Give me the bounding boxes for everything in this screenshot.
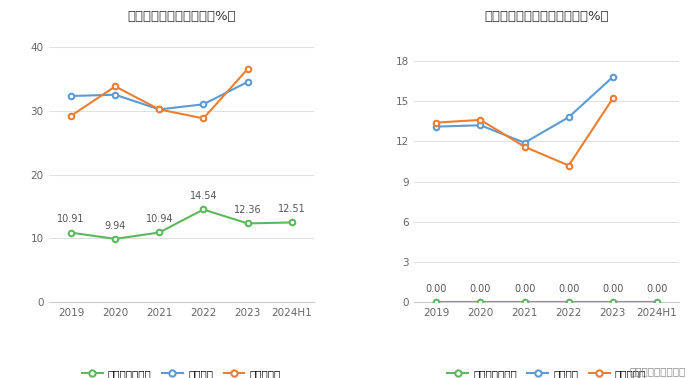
Text: 0.00: 0.00: [470, 284, 491, 294]
Title: 近年来有息资产负债率情况（%）: 近年来有息资产负债率情况（%）: [484, 10, 609, 23]
Text: 0.00: 0.00: [646, 284, 668, 294]
Text: 12.51: 12.51: [278, 204, 305, 214]
Text: 0.00: 0.00: [558, 284, 580, 294]
Text: 10.94: 10.94: [146, 214, 173, 224]
Text: 0.00: 0.00: [514, 284, 536, 294]
Text: 0.00: 0.00: [602, 284, 624, 294]
Text: 12.36: 12.36: [234, 205, 261, 215]
Title: 近年来资产负债率情况（%）: 近年来资产负债率情况（%）: [127, 10, 236, 23]
Legend: 公司资产负债率, 行业均值, 行业中位数: 公司资产负债率, 行业均值, 行业中位数: [78, 365, 285, 378]
Text: 0.00: 0.00: [426, 284, 447, 294]
Text: 9.94: 9.94: [104, 220, 126, 231]
Text: 数据来源：恒生聚源: 数据来源：恒生聚源: [630, 366, 686, 376]
Text: 14.54: 14.54: [190, 191, 217, 201]
Legend: 有息资产负债率, 行业均值, 行业中位数: 有息资产负债率, 行业均值, 行业中位数: [443, 365, 650, 378]
Text: 10.91: 10.91: [57, 214, 85, 225]
